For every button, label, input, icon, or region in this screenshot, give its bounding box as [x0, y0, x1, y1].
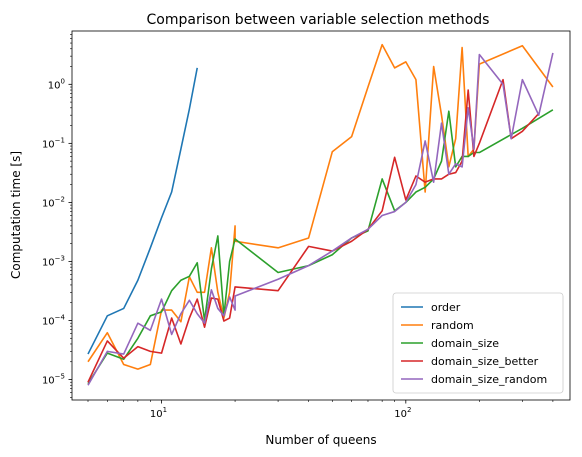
legend-label: domain_size	[431, 337, 499, 350]
y-tick-label: 10−5	[42, 373, 65, 387]
plot-area	[87, 43, 554, 386]
legend-label: random	[431, 319, 474, 332]
x-axis-label: Number of queens	[265, 433, 376, 447]
series-line-random	[87, 43, 554, 370]
y-tick-label: 10−2	[42, 195, 65, 209]
chart-title: Comparison between variable selection me…	[147, 12, 490, 28]
legend-label: order	[431, 301, 461, 314]
x-tick-label: 102	[394, 406, 411, 420]
series-line-domain-size-random	[87, 52, 554, 386]
y-tick-label: 10−4	[42, 313, 66, 327]
legend: order random domain_size domain_size_better…	[392, 292, 564, 394]
legend-frame	[392, 292, 564, 394]
y-tick-label: 10−1	[42, 136, 65, 150]
legend-label: domain_size_better	[431, 355, 539, 368]
series-line-order	[87, 67, 199, 355]
series-line-domain-size-better	[87, 78, 540, 383]
y-tick-label: 10−3	[42, 254, 65, 268]
legend-label: domain_size_random	[431, 373, 547, 386]
y-tick-label: 100	[48, 77, 65, 91]
x-tick-label: 101	[150, 406, 167, 420]
y-axis-label: Computation time [s]	[9, 151, 23, 279]
axis-ticks: 10−5 10−4 10−3 10−2 10−1 100 101 102	[42, 34, 554, 420]
